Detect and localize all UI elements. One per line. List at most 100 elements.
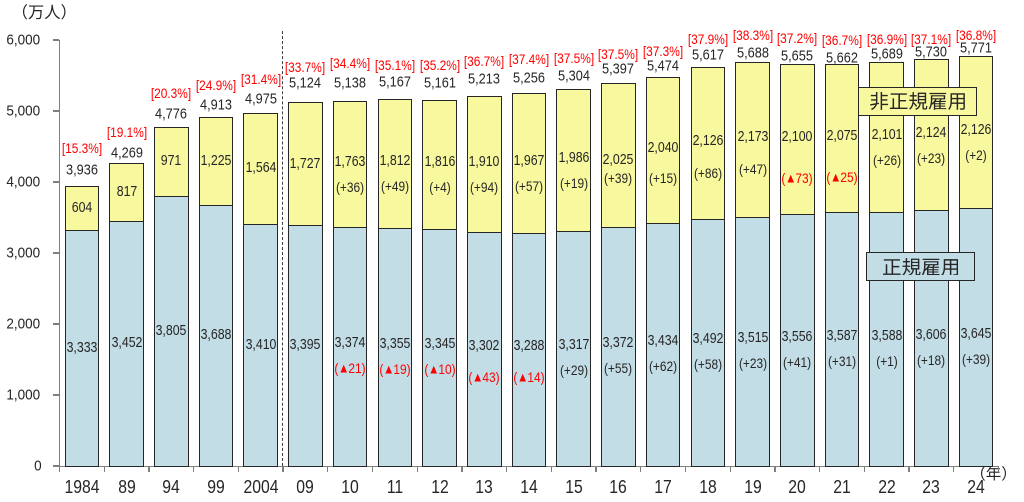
total-label: 5,655 xyxy=(781,47,814,65)
nonregular-value-label: 1,812 xyxy=(379,153,411,170)
nonregular-value-label: 2,075 xyxy=(826,127,858,144)
y-axis-tick xyxy=(52,323,59,325)
bar-nonregular-segment xyxy=(198,117,234,206)
regular-value-label: 3,434 xyxy=(647,332,679,349)
bar-nonregular-segment xyxy=(779,64,815,216)
bar-regular-segment xyxy=(243,223,278,467)
total-label: 5,730 xyxy=(915,43,948,61)
nonregular-delta-label: (+57) xyxy=(514,177,544,194)
x-axis-category-label: 20 xyxy=(788,475,807,497)
nonregular-delta-label: (+15) xyxy=(649,169,678,186)
share-label: [37.5%] xyxy=(598,45,639,62)
nonregular-value-label: 2,040 xyxy=(647,139,679,156)
x-axis-tick xyxy=(282,466,284,472)
x-axis-tick xyxy=(371,466,374,472)
regular-value-label: 3,588 xyxy=(871,327,903,344)
share-label: [36.8%] xyxy=(955,27,997,44)
x-axis-tick xyxy=(863,466,866,472)
regular-value-label: 3,515 xyxy=(737,329,768,346)
regular-delta-label: (+18) xyxy=(917,351,946,368)
share-label: [33.7%] xyxy=(285,58,326,75)
bar-regular-segment xyxy=(64,229,100,467)
regular-delta-label: (+55) xyxy=(604,360,633,377)
y-axis-tick-label: 1,000 xyxy=(6,386,41,404)
x-axis-tick xyxy=(774,466,776,472)
nonregular-delta-label: (+39) xyxy=(604,169,633,186)
bar-regular-segment xyxy=(466,231,502,467)
nonregular-delta-label: (+19) xyxy=(559,174,588,191)
x-axis-category-label: 24 xyxy=(967,475,985,497)
bar-regular-segment xyxy=(824,211,860,467)
nonregular-delta-label: (+4) xyxy=(428,179,451,196)
total-label: 5,213 xyxy=(468,70,501,88)
bar-nonregular-segment xyxy=(735,62,770,218)
nonregular-value-label: 817 xyxy=(116,183,137,200)
regular-value-label: 3,355 xyxy=(379,335,411,352)
total-label: 5,474 xyxy=(647,57,680,75)
x-axis-tick xyxy=(684,466,687,472)
bar-regular-segment xyxy=(332,226,368,467)
bar-nonregular-segment xyxy=(690,67,726,220)
x-axis-tick xyxy=(416,466,418,472)
bar-regular-segment xyxy=(958,207,994,467)
bar-regular-segment xyxy=(288,224,323,467)
nonregular-value-label: 1,225 xyxy=(200,152,232,169)
x-axis-tick xyxy=(818,466,821,472)
total-label: 5,771 xyxy=(960,39,993,57)
regular-delta-label: (+31) xyxy=(827,352,857,369)
total-label: 5,124 xyxy=(289,74,322,92)
regular-value-label: 3,587 xyxy=(826,327,858,344)
total-label: 5,304 xyxy=(557,67,590,85)
x-axis-tick xyxy=(148,466,150,472)
x-axis-tick xyxy=(729,466,731,472)
legend-regular-label xyxy=(883,257,958,276)
regular-value-label: 3,805 xyxy=(155,322,187,339)
decrease-triangle-icon: ▲ xyxy=(383,360,395,377)
x-axis-tick xyxy=(192,466,195,472)
x-axis-category-label: 94 xyxy=(162,475,181,497)
regular-value-label: 3,302 xyxy=(468,337,500,354)
nonregular-value-label: 1,910 xyxy=(468,153,500,170)
y-axis-tick-label: 5,000 xyxy=(6,102,41,120)
bar-regular-segment xyxy=(779,213,815,467)
decrease-triangle-icon: ▲ xyxy=(338,360,350,376)
total-label: 5,689 xyxy=(870,45,903,63)
regular-value-label: 3,410 xyxy=(245,336,277,353)
period-separator-line xyxy=(282,31,284,466)
nonregular-value-label: 1,816 xyxy=(424,153,455,170)
x-axis-tick xyxy=(640,466,642,472)
nonregular-value-label: 1,727 xyxy=(289,155,321,172)
regular-value-label: 3,333 xyxy=(66,339,98,356)
y-axis-tick xyxy=(52,252,59,254)
decrease-triangle-icon: ▲ xyxy=(427,361,439,377)
nonregular-value-label: 2,100 xyxy=(781,128,813,145)
bar-nonregular-segment xyxy=(288,102,323,227)
y-axis-tick-label: 0 xyxy=(34,457,42,475)
regular-value-label: 3,317 xyxy=(558,336,590,353)
y-axis-tick-label: 4,000 xyxy=(6,173,41,191)
regular-delta-label: (▲10) xyxy=(423,361,456,378)
regular-delta-label: (▲21) xyxy=(334,360,366,377)
nonregular-value-label: 1,564 xyxy=(245,160,277,177)
bar-nonregular-segment xyxy=(556,89,591,232)
bar-nonregular-segment xyxy=(153,126,189,198)
bar-regular-segment xyxy=(109,220,144,467)
nonregular-value-label: 2,124 xyxy=(915,124,947,141)
regular-value-label: 3,645 xyxy=(960,325,992,342)
share-label: [37.1%] xyxy=(911,30,952,47)
bar-regular-segment xyxy=(690,218,726,467)
nonregular-value-label: 2,101 xyxy=(871,126,903,143)
x-axis-category-label: 14 xyxy=(520,475,538,497)
regular-delta-label: (+29) xyxy=(559,362,588,379)
x-axis-category-label: 99 xyxy=(207,475,225,497)
bar-regular-segment xyxy=(422,228,457,467)
legend-nonregular-glyphs xyxy=(870,92,965,111)
x-axis-category-label: 89 xyxy=(117,475,136,497)
nonregular-value-label: 2,025 xyxy=(602,151,634,168)
x-axis-tick xyxy=(327,466,329,472)
share-label: [37.5%] xyxy=(553,50,594,67)
decrease-triangle-icon: ▲ xyxy=(785,169,797,186)
total-label: 5,688 xyxy=(736,44,769,62)
regular-delta-label: (▲19) xyxy=(379,360,411,377)
